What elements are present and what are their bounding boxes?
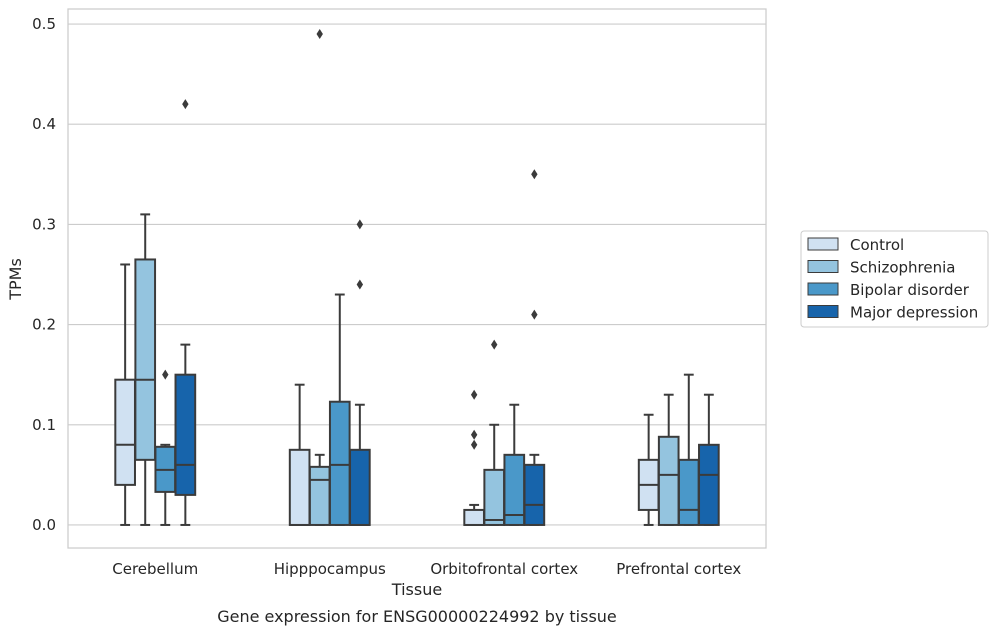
outlier-point [182, 99, 189, 110]
box-group [288, 383, 311, 526]
x-tick-label: Orbitofrontal cortex [430, 560, 578, 578]
y-tick-labels: 0.0 0.1 0.2 0.3 0.4 0.5 [32, 15, 56, 534]
legend-frame [800, 230, 989, 328]
box-plot-marks [114, 29, 720, 526]
box-iqr [483, 468, 506, 526]
outlier-point [316, 29, 323, 40]
box-group [503, 403, 526, 526]
legend-entry: Schizophrenia [850, 259, 955, 277]
plot-frame [67, 8, 767, 549]
outlier-point [356, 219, 364, 230]
box-group [523, 169, 546, 526]
legend-swatch [807, 305, 839, 318]
y-tick-label: 0.5 [32, 15, 56, 33]
outlier-point [470, 389, 478, 400]
legend-swatch [807, 260, 839, 273]
x-tick-label: Cerebellum [112, 560, 198, 578]
box-iqr [677, 458, 700, 526]
outlier-point [531, 309, 538, 320]
chart-caption: Gene expression for ENSG00000224992 by t… [217, 607, 617, 626]
y-tick-label: 0.4 [32, 115, 56, 133]
box-iqr [114, 378, 136, 486]
y-axis-title: TPMs [6, 258, 25, 301]
box-iqr [308, 465, 331, 526]
box-iqr [463, 508, 485, 526]
box-group [114, 263, 136, 526]
x-tick-label: Hipppocampus [274, 560, 386, 578]
box-group [637, 413, 660, 526]
box-group [349, 219, 371, 526]
box-group [134, 213, 157, 526]
box-group [677, 373, 700, 526]
y-tick-label: 0.0 [32, 516, 56, 534]
y-tick-label: 0.1 [32, 416, 56, 434]
box-group [174, 99, 197, 526]
legend: Control Schizophrenia Bipolar disorder Majo… [800, 230, 989, 328]
box-group [308, 29, 331, 526]
outlier-point [162, 369, 169, 380]
x-axis-title: Tissue [391, 580, 442, 599]
outlier-point [491, 339, 498, 350]
box-iqr [523, 463, 546, 526]
x-tick-label: Prefrontal cortex [616, 560, 741, 578]
y-tick-label: 0.3 [32, 215, 56, 233]
legend-swatch [807, 282, 839, 296]
box-group [698, 393, 720, 526]
box-iqr [657, 435, 680, 526]
legend-swatch [807, 237, 839, 251]
legend-entry: Major depression [850, 304, 978, 322]
box-iqr [328, 400, 351, 526]
outlier-point [356, 279, 364, 290]
outlier-point [470, 439, 478, 450]
box-iqr [134, 258, 157, 461]
box-group [328, 293, 351, 526]
x-tick-labels: Cerebellum Hipppocampus Orbitofrontal cort… [112, 560, 741, 578]
outlier-point [531, 169, 538, 180]
box-iqr [174, 373, 197, 496]
outlier-point [470, 429, 478, 440]
legend-entry: Control [850, 236, 904, 254]
y-tick-label: 0.2 [32, 316, 56, 334]
legend-entry: Bipolar disorder [850, 281, 970, 299]
box-group [463, 389, 485, 526]
box-iqr [288, 448, 311, 526]
box-group [154, 369, 177, 526]
box-iqr [349, 448, 371, 526]
box-group [483, 339, 506, 526]
box-iqr [698, 443, 720, 526]
box-group [657, 393, 680, 526]
